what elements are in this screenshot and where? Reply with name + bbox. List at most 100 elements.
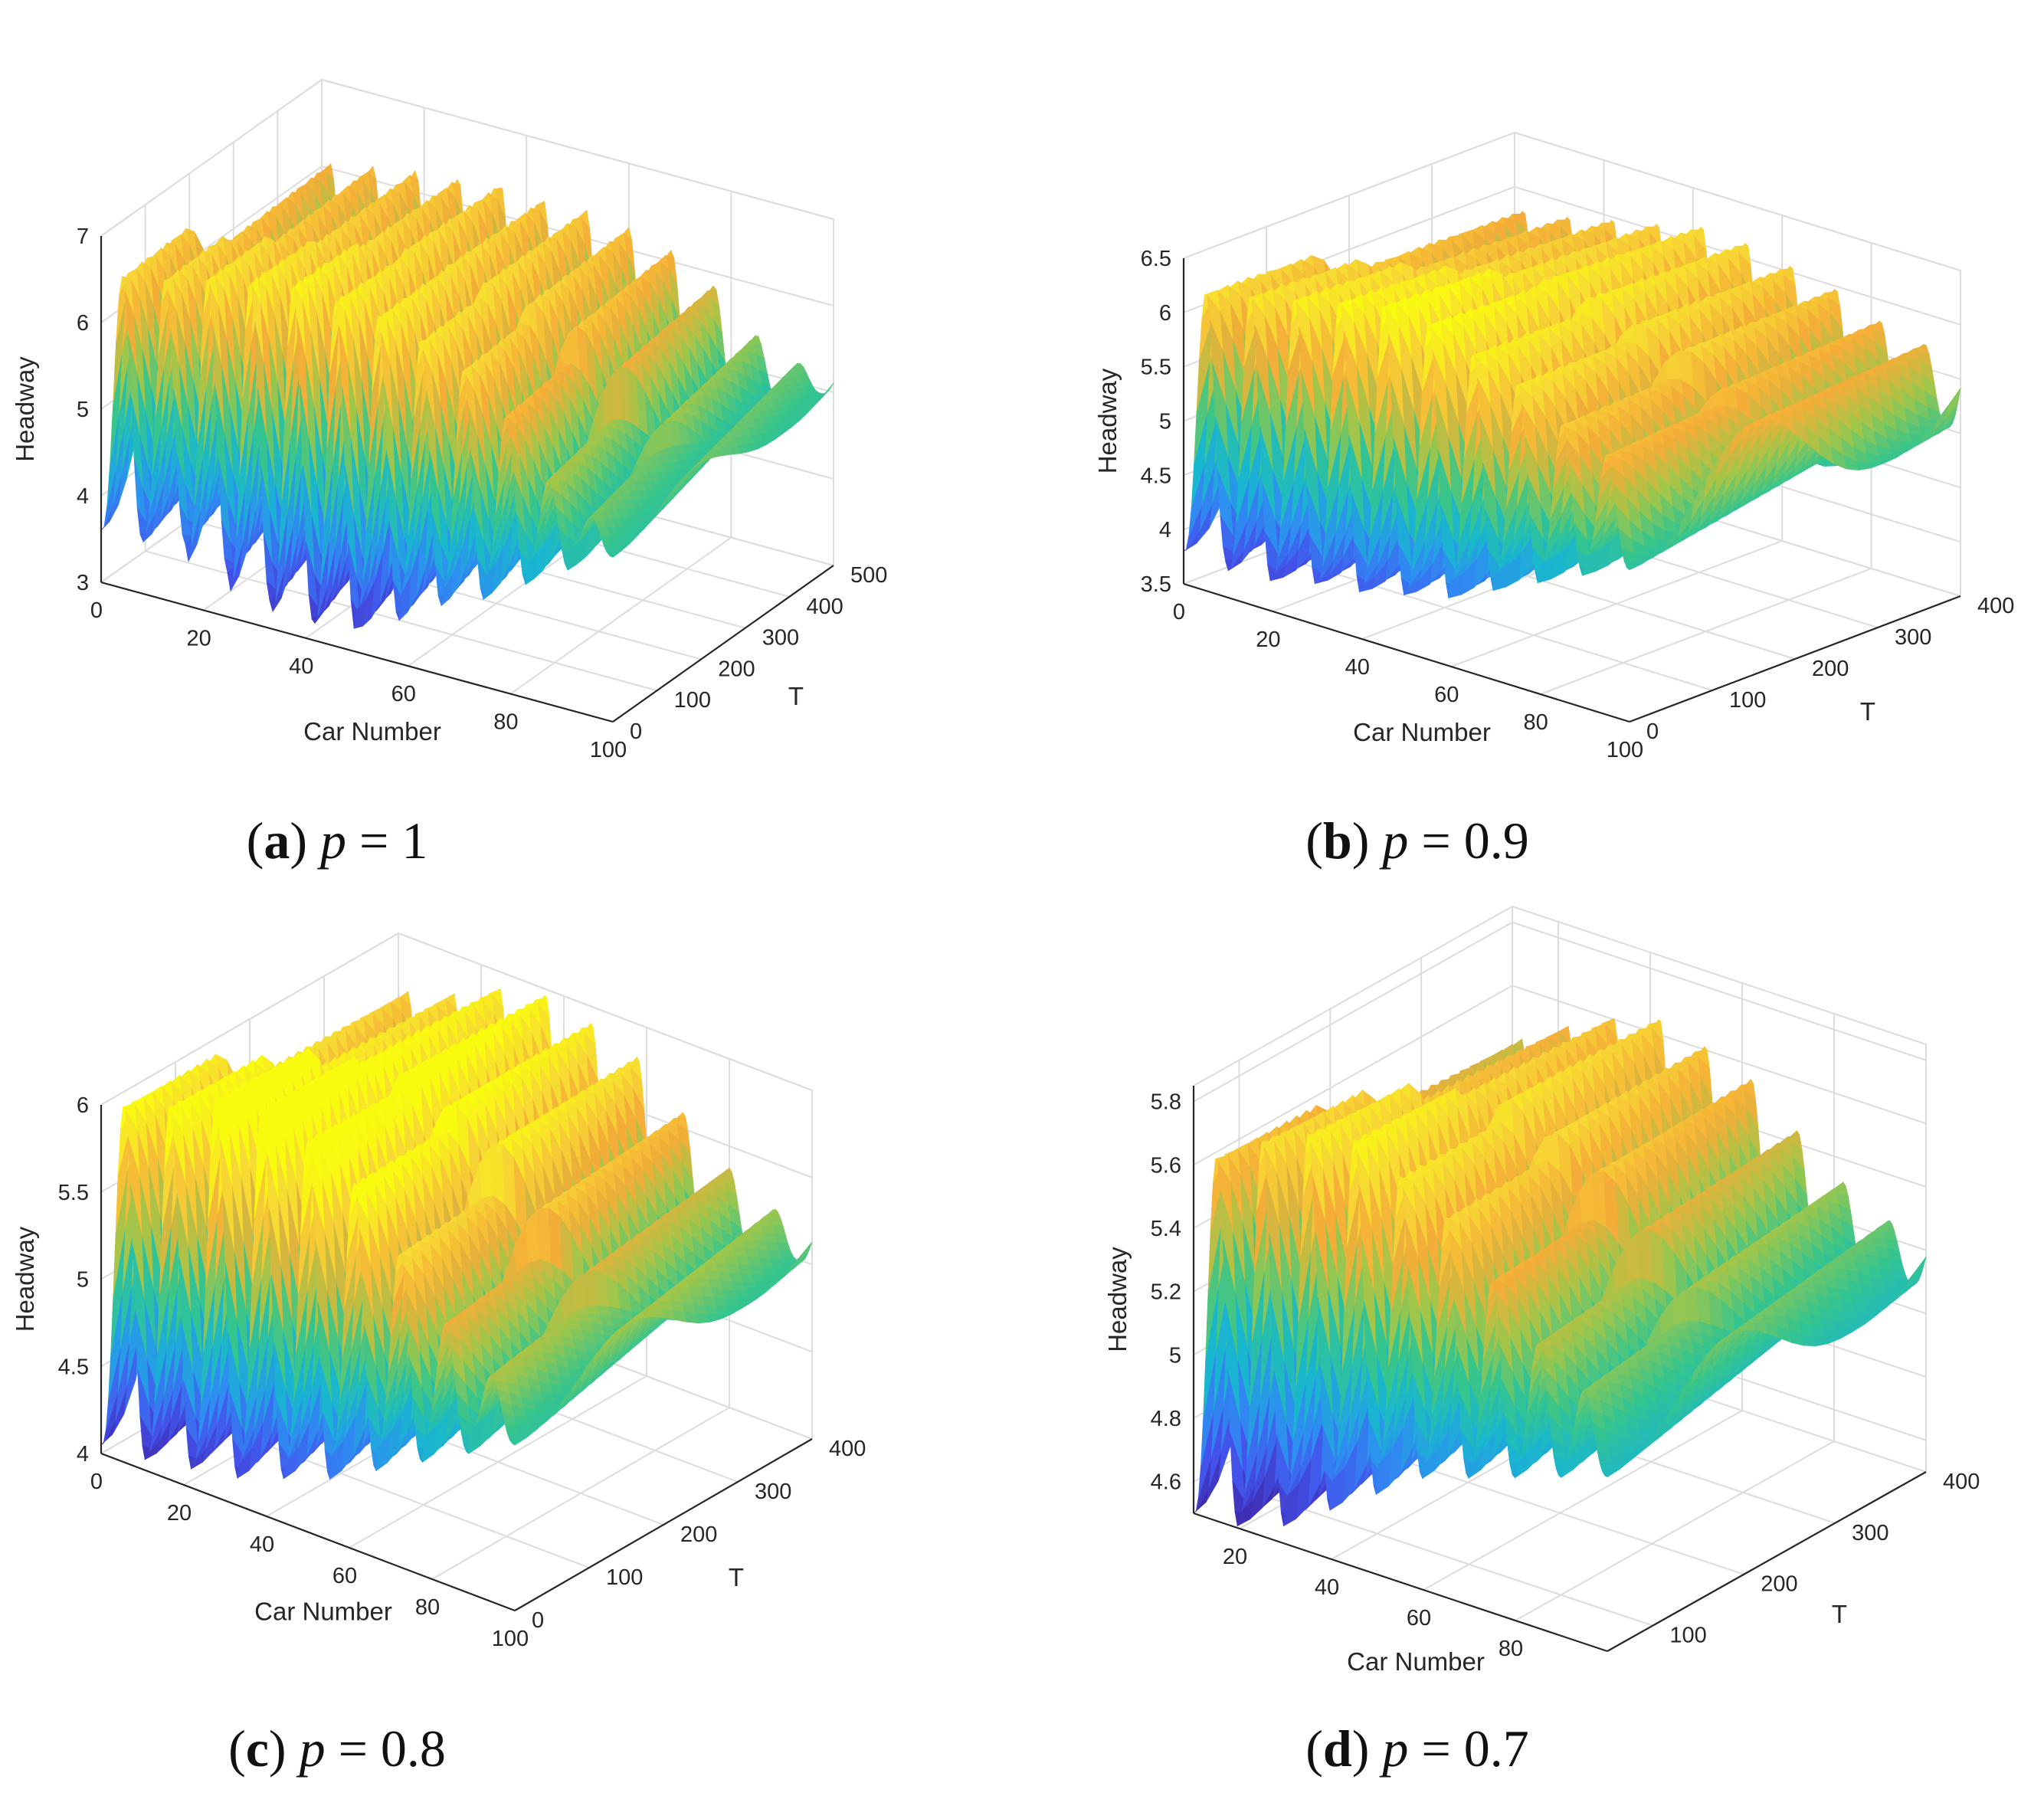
caption-part: = 0.8 <box>339 1719 446 1778</box>
y-tick-label: 300 <box>1852 1521 1888 1545</box>
y-tick-label: 100 <box>674 688 711 713</box>
caption-part: b <box>1323 811 1352 870</box>
surface <box>1183 210 1961 598</box>
z-tick-label: 5 <box>77 398 89 422</box>
y-tick-label: 100 <box>606 1565 643 1590</box>
chart-panel-b: 02040608010001002003004003.544.555.566.5… <box>1093 131 2015 870</box>
y-tick-label: 0 <box>532 1608 544 1633</box>
z-tick-label: 4.6 <box>1151 1470 1181 1495</box>
caption-part: p <box>1379 1719 1408 1778</box>
z-tick-label: 5 <box>1159 410 1171 434</box>
x-tick-label: 80 <box>1523 710 1548 735</box>
y-tick-label: 500 <box>850 563 887 588</box>
y-tick-label: 400 <box>1977 594 2014 618</box>
y-tick-label: 200 <box>1761 1572 1797 1597</box>
x-tick-label: 60 <box>1434 683 1459 707</box>
x-tick-label: 100 <box>1607 738 1643 762</box>
x-tick-label: 60 <box>391 682 416 706</box>
caption-part: p <box>296 1719 326 1778</box>
y-tick-label: 200 <box>718 657 755 681</box>
z-tick-label: 5.5 <box>58 1181 89 1205</box>
x-axis-label: Car Number <box>254 1598 392 1626</box>
caption-part: = 0.7 <box>1421 1719 1528 1778</box>
axes <box>100 236 834 723</box>
x-tick-label: 80 <box>415 1595 440 1620</box>
z-tick-label: 5.2 <box>1151 1280 1181 1305</box>
z-tick-label: 3.5 <box>1141 572 1171 597</box>
y-tick-label: 300 <box>1895 625 1931 650</box>
x-tick-label: 40 <box>1345 655 1370 680</box>
z-tick-label: 6.5 <box>1141 247 1171 271</box>
caption-part: p <box>317 811 346 870</box>
y-tick-label: 0 <box>1646 719 1659 744</box>
y-axis-label: T <box>1832 1600 1847 1628</box>
panel-caption: (d) p = 0.7 <box>1305 1719 1529 1778</box>
x-tick-label: 40 <box>250 1532 274 1557</box>
panel-caption: (b) p = 0.9 <box>1305 811 1529 870</box>
z-tick-label: 6 <box>77 1093 89 1118</box>
x-tick-label: 20 <box>167 1501 192 1526</box>
x-tick-label: 80 <box>493 710 518 735</box>
x-tick-label: 100 <box>590 738 627 762</box>
x-tick-label: 0 <box>90 598 103 623</box>
x-tick-label: 60 <box>332 1564 357 1588</box>
z-tick-label: 7 <box>77 224 89 249</box>
x-tick-label: 60 <box>1407 1606 1431 1630</box>
y-tick-label: 200 <box>1812 657 1849 681</box>
z-axis-label: Headway <box>11 356 39 462</box>
x-axis-label: Car Number <box>1353 718 1491 746</box>
z-axis-label: Headway <box>11 1226 39 1332</box>
caption-part: a <box>264 811 290 870</box>
y-tick-label: 100 <box>1669 1624 1706 1648</box>
z-tick-label: 4.5 <box>1141 464 1171 488</box>
tick-labels: 20 40 60 80 100 200 300 400 4.6 4.8 5 5.2 5.4 5.6 5.8 <box>1151 1090 1980 1661</box>
surface <box>1193 1018 1927 1527</box>
z-tick-label: 5.8 <box>1151 1090 1181 1115</box>
z-tick-label: 4.5 <box>58 1355 89 1379</box>
surface <box>100 163 834 629</box>
z-tick-label: 4 <box>1159 518 1171 542</box>
axes <box>1192 1086 1927 1653</box>
x-tick-label: 20 <box>186 626 211 651</box>
y-tick-label: 400 <box>806 595 843 619</box>
y-tick-label: 300 <box>755 1480 791 1504</box>
y-axis-label: T <box>1860 697 1875 726</box>
x-axis-label: Car Number <box>303 717 441 746</box>
z-axis-label: Headway <box>1103 1247 1132 1352</box>
chart-panel-d: 20 40 60 80 100 200 300 400 4.6 4.8 5 5.2 5.4 5.6 5.8 C… <box>1103 905 1980 1778</box>
surface <box>100 988 813 1480</box>
x-tick-label: 0 <box>90 1470 103 1494</box>
z-tick-label: 4 <box>77 484 89 509</box>
y-tick-label: 400 <box>1943 1470 1980 1494</box>
z-tick-label: 5 <box>1169 1343 1181 1368</box>
z-tick-label: 5.6 <box>1151 1153 1181 1178</box>
x-tick-label: 20 <box>1256 628 1280 652</box>
z-tick-label: 6 <box>77 311 89 336</box>
caption-part: c <box>246 1719 269 1778</box>
caption-part: = 1 <box>359 811 427 870</box>
z-tick-label: 5 <box>77 1268 89 1293</box>
z-tick-label: 4.8 <box>1151 1407 1181 1431</box>
z-tick-label: 3 <box>77 571 89 595</box>
y-tick-label: 0 <box>630 719 642 744</box>
y-axis-label: T <box>729 1563 744 1591</box>
y-tick-label: 400 <box>829 1437 866 1461</box>
x-tick-label: 40 <box>289 654 313 679</box>
axes <box>1182 258 1961 723</box>
x-tick-label: 0 <box>1173 600 1185 624</box>
y-tick-label: 200 <box>680 1522 717 1547</box>
x-tick-label: 20 <box>1223 1545 1247 1569</box>
x-axis-label: Car Number <box>1347 1647 1485 1676</box>
x-tick-label: 80 <box>1499 1637 1523 1661</box>
z-tick-label: 5.5 <box>1141 356 1171 380</box>
y-axis-label: T <box>788 682 804 710</box>
x-tick-label: 40 <box>1315 1575 1339 1600</box>
x-tick-label: 100 <box>492 1627 529 1651</box>
z-tick-label: 5.4 <box>1151 1217 1181 1241</box>
